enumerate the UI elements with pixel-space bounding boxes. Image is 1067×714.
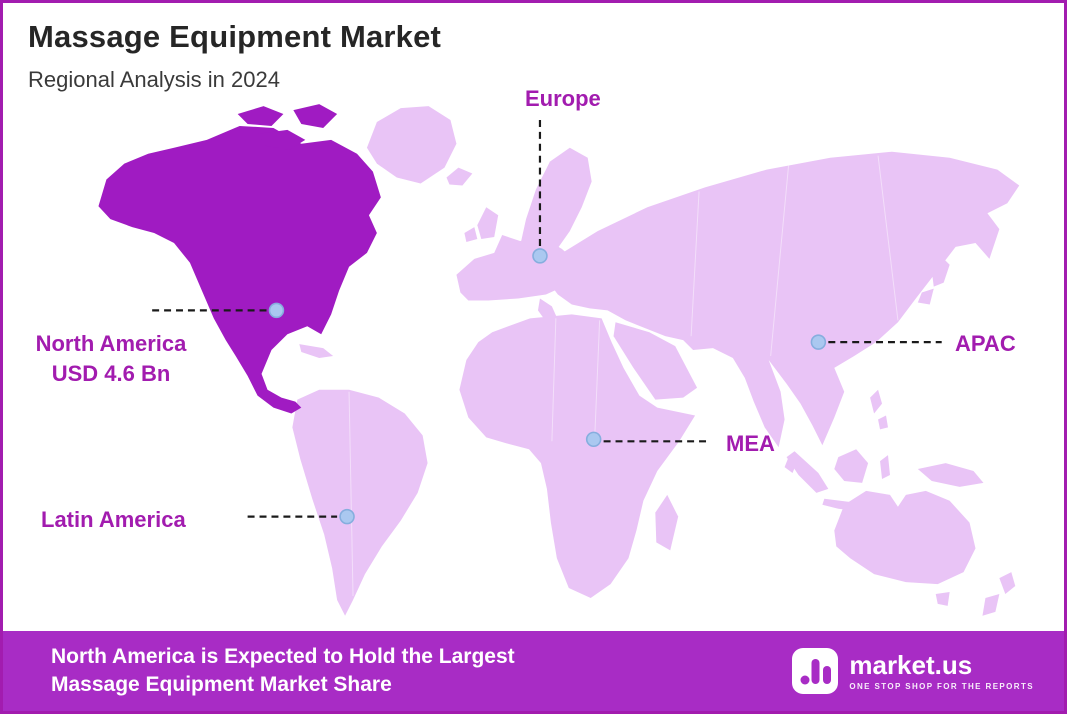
region-label-north-america: North America USD 4.6 Bn bbox=[13, 329, 209, 389]
japan-region bbox=[931, 256, 950, 287]
philippines-south-region bbox=[878, 415, 888, 430]
marker-mea bbox=[585, 431, 602, 448]
country-border-line bbox=[690, 191, 700, 337]
south-america-region bbox=[292, 389, 428, 616]
country-border-line bbox=[348, 391, 354, 596]
philippines-region bbox=[870, 389, 883, 414]
sumatra-region bbox=[786, 451, 829, 493]
footer-headline-line1: North America is Expected to Hold the La… bbox=[51, 645, 515, 668]
country-border-line bbox=[551, 318, 557, 442]
region-label-mea: MEA bbox=[726, 431, 775, 456]
tasmania-region bbox=[935, 592, 950, 606]
uk-region bbox=[477, 207, 499, 239]
new-zealand-north-region bbox=[999, 572, 1016, 594]
ireland-region bbox=[464, 227, 478, 242]
cuba-region bbox=[299, 344, 334, 358]
marker-apac bbox=[810, 334, 827, 350]
brand-tagline: ONE STOP SHOP FOR THE REPORTS bbox=[849, 681, 1034, 691]
header: Massage Equipment Market Regional Analys… bbox=[28, 19, 441, 93]
country-border-line bbox=[594, 320, 601, 440]
country-border-line bbox=[770, 165, 790, 357]
iceland-region bbox=[446, 167, 473, 186]
africa-region bbox=[459, 314, 696, 598]
marker-latin-america bbox=[339, 508, 355, 525]
arctic-island-region bbox=[257, 129, 306, 150]
marker-europe bbox=[532, 248, 548, 264]
greenland-region bbox=[366, 106, 457, 184]
arctic-island-region bbox=[237, 106, 284, 126]
brand-name: market.us bbox=[849, 649, 973, 680]
region-value-north-america: USD 4.6 Bn bbox=[51, 361, 171, 386]
footer-bar: North America is Expected to Hold the La… bbox=[3, 631, 1064, 711]
page-title: Massage Equipment Market bbox=[28, 19, 442, 54]
arabia-region bbox=[613, 322, 698, 400]
other-regions bbox=[292, 106, 1020, 616]
scandinavia-region bbox=[518, 147, 592, 261]
page-subtitle: Regional Analysis in 2024 bbox=[28, 67, 280, 92]
region-label-apac: APAC bbox=[955, 331, 1016, 356]
footer-headline: North America is Expected to Hold the La… bbox=[51, 643, 515, 699]
marker-north-america bbox=[268, 302, 285, 319]
australia-region bbox=[834, 490, 976, 585]
region-label-latin-america: Latin America bbox=[41, 507, 186, 532]
market-us-logo-icon bbox=[792, 648, 839, 694]
market-us-logo-glyph bbox=[800, 659, 832, 685]
asia-region bbox=[548, 151, 1020, 448]
brand-lockup: market.us ONE STOP SHOP FOR THE REPORTS bbox=[792, 648, 1034, 694]
sulawesi-region bbox=[880, 455, 890, 479]
connectors bbox=[152, 120, 942, 518]
footer-headline-line2: Massage Equipment Market Share bbox=[51, 673, 392, 696]
arctic-island-region bbox=[293, 104, 338, 128]
new-zealand-south-region bbox=[982, 593, 1000, 616]
highlighted-region-north-america bbox=[98, 104, 381, 414]
region-label-north-america-name: North America bbox=[35, 331, 187, 356]
country-border-line bbox=[877, 155, 899, 321]
new-guinea-region bbox=[917, 463, 984, 487]
brand-text: market.us ONE STOP SHOP FOR THE REPORTS bbox=[849, 652, 1034, 691]
madagascar-region bbox=[655, 494, 679, 551]
borneo-region bbox=[834, 449, 869, 483]
markers bbox=[268, 248, 827, 525]
world-map bbox=[98, 104, 1020, 616]
north-america-region bbox=[98, 125, 381, 414]
region-label-europe: Europe bbox=[525, 86, 601, 111]
